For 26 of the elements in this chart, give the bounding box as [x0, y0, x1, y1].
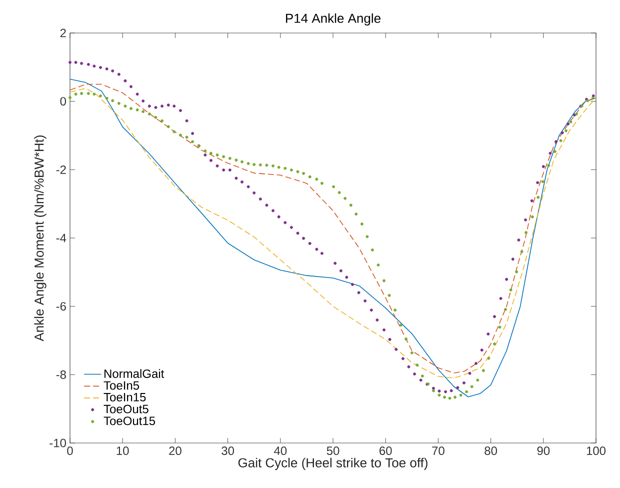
- x-tick-label: 10: [116, 446, 129, 456]
- x-tick-label: 50: [326, 446, 340, 456]
- y-tick-label: -10: [50, 438, 66, 448]
- chart-title: P14 Ankle Angle: [286, 13, 380, 26]
- y-axis-title: Ankle Angle Moment (Nm/%BW*Ht): [34, 136, 46, 342]
- y-tick-label: -2: [56, 165, 66, 174]
- legend-label: ToeOut15: [104, 416, 156, 426]
- x-axis-title: Gait Cycle (Heel strike to Toe off): [238, 458, 428, 470]
- x-tick-label: 90: [537, 446, 550, 456]
- y-tick-label: -8: [56, 370, 66, 379]
- legend-label: ToeOut5: [104, 404, 148, 414]
- x-tick-label: 70: [432, 446, 444, 456]
- x-tick-label: 30: [222, 446, 234, 456]
- legend-label: ToeIn15: [104, 393, 146, 402]
- legend-label: ToeIn5: [104, 381, 140, 390]
- x-tick-label: 60: [380, 446, 392, 456]
- x-tick-label: 20: [169, 446, 182, 456]
- y-tick-label: 0: [60, 97, 66, 106]
- legend-label: NormalGait: [104, 369, 164, 378]
- y-tick-label: -4: [56, 234, 66, 242]
- x-tick-label: 80: [484, 446, 498, 456]
- x-tick-label: 0: [67, 446, 73, 456]
- x-tick-label: 40: [274, 446, 287, 456]
- y-tick-label: 2: [60, 28, 66, 38]
- y-tick-label: -6: [56, 302, 66, 311]
- x-tick-label: 100: [586, 446, 606, 456]
